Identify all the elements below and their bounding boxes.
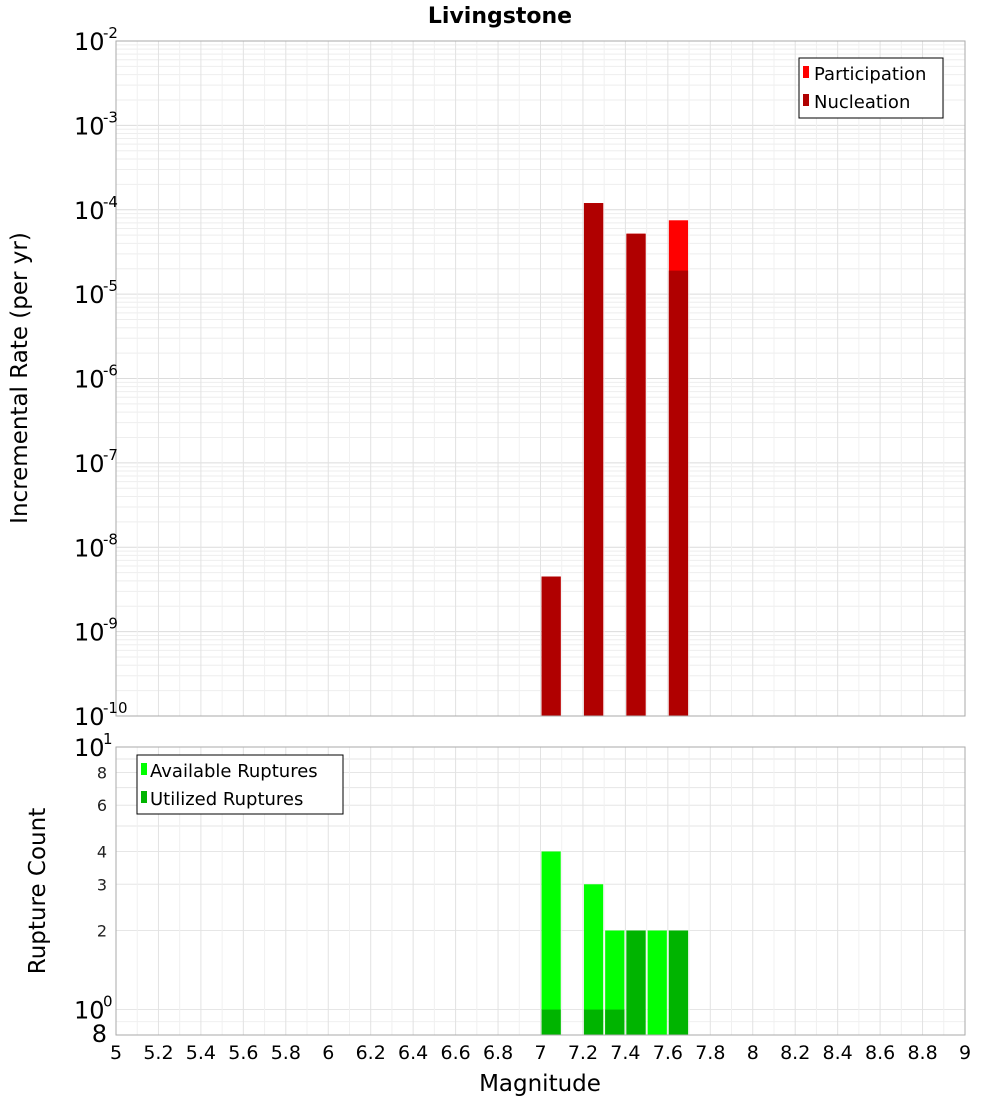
- y-tick-label: 10: [74, 619, 105, 647]
- y-tick-label: 6: [97, 796, 107, 815]
- x-tick-label: 6: [322, 1042, 334, 1064]
- y-tick-label: 10: [74, 734, 105, 762]
- y-tick-exponent: -7: [103, 446, 118, 464]
- legend-swatch-utilized-ruptures: [141, 791, 147, 803]
- y-tick-label: 10: [74, 28, 105, 56]
- bar-available-ruptures: [605, 930, 625, 1035]
- legend-swatch-nucleation: [803, 94, 809, 106]
- bar-utilized-ruptures: [668, 930, 689, 1035]
- bottom-plot-frame: [115, 746, 966, 1036]
- x-tick-label: 6.2: [356, 1042, 386, 1064]
- y-tick-label: 10: [74, 281, 105, 309]
- x-tick-label: 5: [110, 1042, 122, 1064]
- x-tick-label: 7.6: [653, 1042, 683, 1064]
- bar-nucleation: [541, 576, 561, 716]
- top-y-tick-labels: 10-210-310-410-510-610-710-810-910-10: [74, 24, 128, 731]
- bar-nucleation: [583, 203, 604, 716]
- y-tick-exponent: -3: [103, 108, 118, 126]
- y-tick-exponent: 1: [103, 730, 113, 748]
- top-y-axis-label: Incremental Rate (per yr): [7, 232, 33, 524]
- y-tick-label: 3: [97, 875, 107, 894]
- bar-utilized-ruptures: [626, 930, 646, 1035]
- x-tick-label: 7.8: [695, 1042, 725, 1064]
- x-tick-label: 6.6: [440, 1042, 470, 1064]
- x-tick-label: 9: [959, 1042, 971, 1064]
- x-tick-label: 6.4: [398, 1042, 428, 1064]
- x-tick-label: 5.6: [228, 1042, 258, 1064]
- y-tick-label: 8: [97, 763, 107, 782]
- x-axis-label: Magnitude: [479, 1071, 601, 1097]
- bottom-bars: [541, 851, 689, 1035]
- x-tick-label: 5.8: [271, 1042, 301, 1064]
- x-tick-label: 5.4: [186, 1042, 216, 1064]
- x-tick-label: 8.2: [780, 1042, 810, 1064]
- x-tick-label: 8.4: [823, 1042, 853, 1064]
- y-tick-label: 10: [74, 112, 105, 140]
- top-grid: [115, 41, 966, 717]
- y-tick-label: 8: [92, 1020, 107, 1048]
- legend-swatch-participation: [803, 66, 809, 78]
- legend-label-available-ruptures: Available Ruptures: [150, 761, 318, 782]
- x-tick-label: 7.4: [610, 1042, 640, 1064]
- legend-swatch-available-ruptures: [141, 763, 147, 775]
- y-tick-label: 10: [74, 197, 105, 225]
- y-tick-exponent: -2: [103, 24, 118, 42]
- top-legend: Participation Nucleation: [798, 57, 944, 119]
- x-tick-label: 5.2: [143, 1042, 173, 1064]
- y-tick-exponent: -10: [103, 699, 128, 717]
- x-tick-labels: 5 5.2 5.4 5.6 5.8 6 6.2 6.4 6.6 6.8 7 7.2 7.4 7.6 7.8 8…: [110, 1042, 971, 1064]
- y-tick-label: 10: [74, 450, 105, 478]
- bottom-legend: Available Ruptures Utilized Ruptures: [136, 754, 344, 815]
- bar-available-ruptures: [647, 930, 667, 1035]
- x-tick-label: 8: [747, 1042, 759, 1064]
- y-tick-label: 4: [97, 842, 107, 861]
- y-tick-exponent: -9: [103, 615, 118, 633]
- x-tick-label: 8.6: [865, 1042, 895, 1064]
- y-tick-label: 2: [97, 922, 107, 941]
- bottom-y-axis-label: Rupture Count: [25, 808, 51, 974]
- legend-label-utilized-ruptures: Utilized Ruptures: [150, 789, 303, 810]
- top-plot-frame: [115, 40, 966, 717]
- bar-available-ruptures: [583, 884, 604, 1035]
- x-tick-label: 7.2: [568, 1042, 598, 1064]
- legend-label-participation: Participation: [814, 64, 926, 85]
- y-tick-label: 10: [74, 997, 105, 1025]
- x-tick-label: 7: [534, 1042, 546, 1064]
- x-tick-label: 6.8: [483, 1042, 513, 1064]
- y-tick-exponent: -6: [103, 362, 118, 380]
- top-bars: [541, 203, 689, 717]
- bar-utilized-ruptures: [583, 1009, 604, 1035]
- y-tick-exponent: -4: [103, 193, 118, 211]
- y-tick-exponent: 0: [103, 993, 113, 1011]
- chart-title: Livingstone: [428, 4, 572, 29]
- y-tick-label: 10: [74, 534, 105, 562]
- x-tick-label: 8.8: [907, 1042, 937, 1064]
- bar-utilized-ruptures: [605, 1009, 625, 1035]
- y-tick-exponent: -8: [103, 530, 118, 548]
- y-tick-exponent: -5: [103, 277, 118, 295]
- y-tick-label: 10: [74, 366, 105, 394]
- bar-available-ruptures: [541, 851, 561, 1035]
- bar-nucleation: [626, 233, 646, 716]
- y-tick-label: 10: [74, 703, 105, 731]
- bar-nucleation: [668, 270, 689, 716]
- bar-utilized-ruptures: [541, 1009, 561, 1035]
- legend-label-nucleation: Nucleation: [814, 92, 910, 113]
